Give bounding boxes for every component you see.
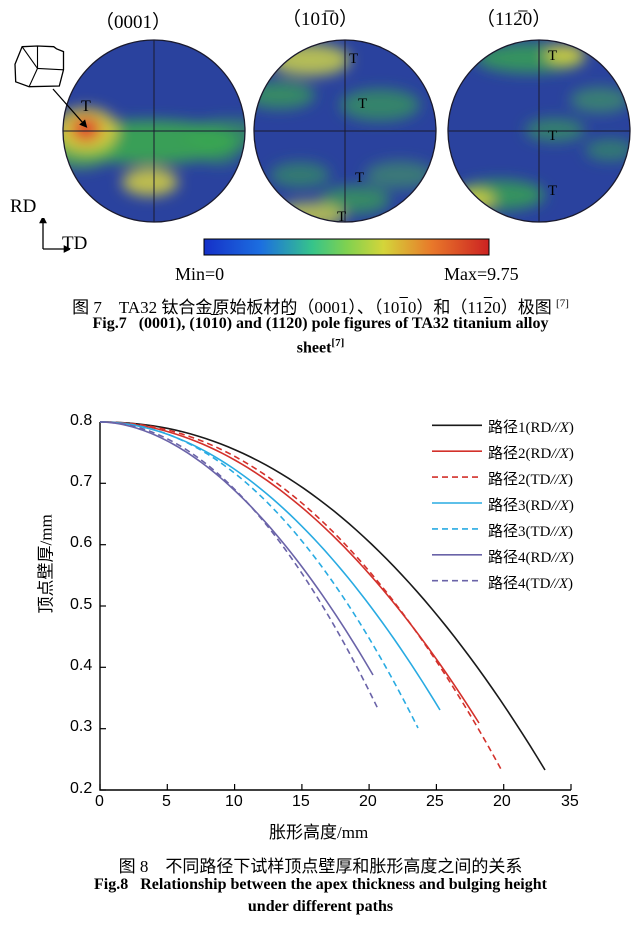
svg-text:T: T — [81, 98, 91, 115]
